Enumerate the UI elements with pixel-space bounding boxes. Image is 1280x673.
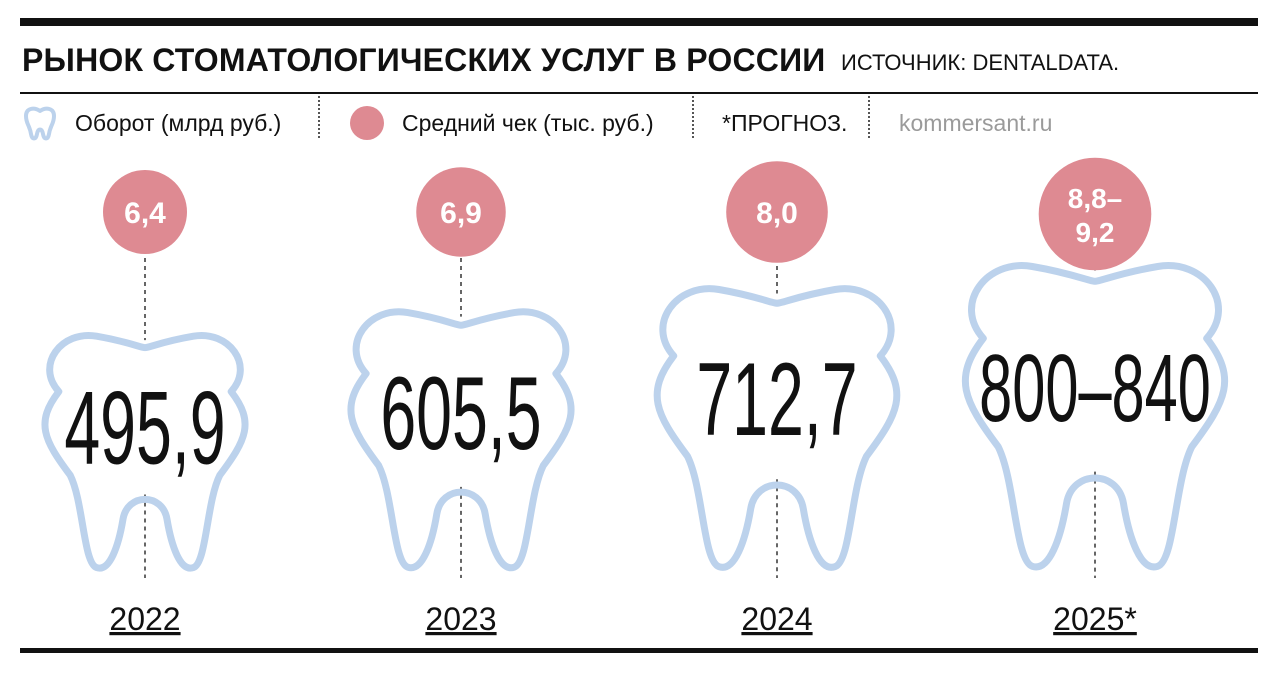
chart-title: РЫНОК СТОМАТОЛОГИЧЕСКИХ УСЛУГ В РОССИИ <box>22 42 826 78</box>
tooth-mark <box>41 332 249 572</box>
turnover-value-label: 712,7 <box>696 343 857 458</box>
tooth-chart: 495,9 6,4 2022 605,5 6,9 2023 712,7 8,0 2024 800–… <box>41 157 1229 637</box>
check-circle-mark <box>103 170 187 254</box>
check-value-label: 6,9 <box>440 197 482 230</box>
legend-turnover-label: Оборот (млрд руб.) <box>75 110 282 136</box>
check-value-label: 8,8– <box>1068 183 1123 214</box>
legend-check-dot <box>350 106 384 140</box>
turnover-value-label: 495,9 <box>64 371 225 486</box>
check-value-label: 6,4 <box>124 197 166 230</box>
top-rule <box>20 18 1258 26</box>
year-label: 2024 <box>741 601 812 637</box>
legend-separator <box>318 96 320 138</box>
check-circle-mark <box>1038 157 1152 271</box>
tooth-mark <box>347 308 575 572</box>
year-label: 2023 <box>425 601 496 637</box>
year-label: 2025* <box>1053 601 1137 637</box>
tooth-mark <box>653 285 901 571</box>
check-value-label: 9,2 <box>1076 217 1115 248</box>
bottom-rule <box>20 648 1258 653</box>
turnover-value-label: 605,5 <box>380 357 541 472</box>
header-rule <box>20 92 1258 94</box>
source-note: ИСТОЧНИК: DENTALDATA. <box>841 50 1120 75</box>
site-credit: kommersant.ru <box>899 110 1053 136</box>
tooth-mark <box>961 262 1229 571</box>
turnover-value-label: 800–840 <box>979 335 1211 442</box>
check-circle-mark <box>726 161 828 263</box>
legend-separator <box>692 96 694 138</box>
check-value-label: 8,0 <box>756 197 798 230</box>
tooth-icon <box>24 106 56 141</box>
legend-separator <box>868 96 870 138</box>
year-label: 2022 <box>109 601 180 637</box>
legend-check-label: Средний чек (тыс. руб.) <box>402 110 654 136</box>
check-circle-mark <box>416 167 506 257</box>
forecast-note: *ПРОГНОЗ. <box>722 110 848 136</box>
